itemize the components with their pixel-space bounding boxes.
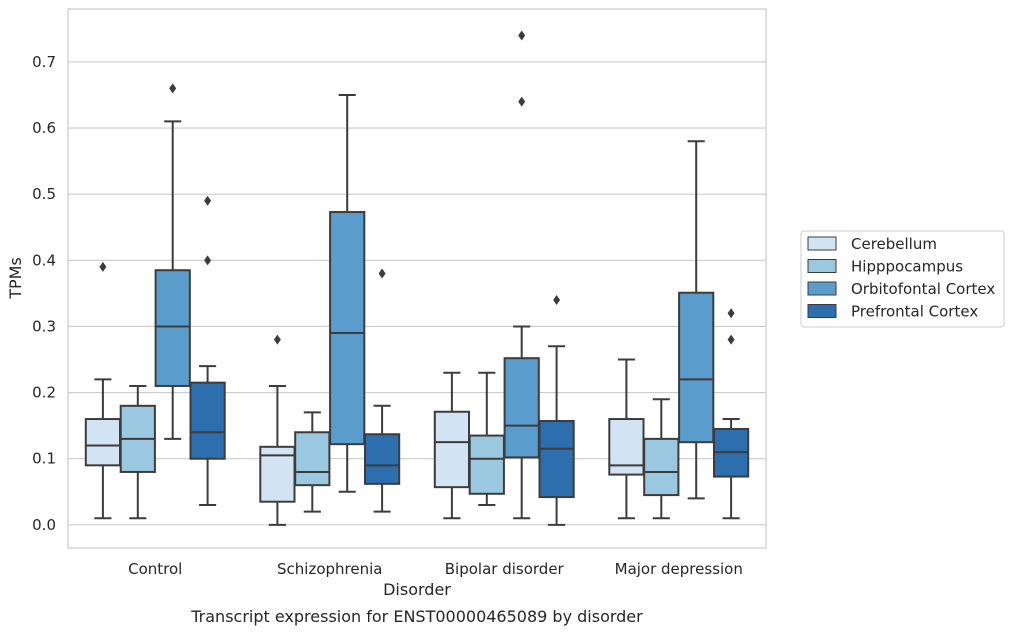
outlier-point [99, 261, 107, 272]
y-tick-label: 0.4 [32, 251, 56, 269]
x-axis-ticks: Control Schizophrenia Bipolar disorder Majo… [128, 560, 743, 578]
x-tick-label: Major depression [615, 560, 743, 578]
box-group [363, 268, 401, 513]
plot-frame [67, 8, 767, 549]
box-group [503, 30, 540, 520]
x-tick-label: Bipolar disorder [445, 560, 565, 578]
box-group [643, 398, 680, 520]
legend-label: Orbitofontal Cortex [851, 280, 995, 298]
box [503, 357, 540, 459]
box [433, 410, 471, 489]
box-group [154, 83, 191, 440]
box [363, 433, 401, 485]
box-group [608, 358, 645, 520]
outlier-point [553, 294, 561, 305]
box [84, 418, 122, 467]
y-tick-label: 0.3 [32, 317, 56, 335]
box [154, 269, 191, 387]
legend-swatch [807, 304, 837, 318]
box-group [678, 140, 715, 500]
outlier-point [378, 268, 386, 279]
outlier-point [204, 255, 212, 266]
box-group [84, 261, 122, 520]
outlier-point [518, 30, 526, 41]
y-tick-label: 0.1 [32, 450, 56, 468]
legend-label: Prefrontal Cortex [851, 303, 978, 321]
outlier-point [273, 334, 281, 345]
outlier-point [204, 195, 212, 206]
box [678, 291, 715, 444]
x-axis-title: Disorder [383, 580, 451, 599]
legend-label: Hipppocampus [851, 258, 963, 276]
box-group [712, 308, 750, 520]
y-axis-ticks: 0.0 0.1 0.2 0.3 0.4 0.5 0.6 0.7 [32, 53, 56, 534]
box-group [538, 294, 575, 526]
x-tick-label: Schizophrenia [277, 560, 382, 578]
box [468, 434, 505, 495]
y-tick-label: 0.7 [32, 53, 56, 71]
legend-swatch [807, 259, 837, 273]
box-group [119, 384, 156, 520]
box [643, 437, 680, 497]
y-tick-label: 0.2 [32, 384, 56, 402]
outlier-point [727, 334, 735, 345]
y-axis-title: TPMs [6, 257, 25, 300]
y-tick-label: 0.0 [32, 516, 56, 534]
box [329, 211, 366, 446]
box-group [468, 371, 505, 507]
y-tick-label: 0.5 [32, 185, 56, 203]
box [538, 420, 575, 499]
box-plot-series [84, 30, 750, 526]
box [189, 381, 226, 460]
outlier-point [518, 96, 526, 107]
legend: Cerebellum Hipppocampus Orbitofontal Corte… [800, 230, 1005, 328]
outlier-point [727, 308, 735, 319]
box [294, 431, 331, 487]
outlier-point [169, 83, 177, 94]
x-tick-label: Control [128, 560, 182, 578]
legend-frame [800, 230, 1005, 328]
box-group [189, 195, 226, 507]
box-group [259, 334, 296, 526]
y-tick-label: 0.6 [32, 119, 56, 137]
legend-swatch [807, 281, 837, 296]
legend-swatch [807, 236, 837, 251]
box-group [329, 93, 366, 493]
legend-label: Cerebellum [851, 235, 937, 253]
box-group [294, 411, 331, 513]
chart-caption: Transcript expression for ENST0000046508… [190, 607, 643, 626]
